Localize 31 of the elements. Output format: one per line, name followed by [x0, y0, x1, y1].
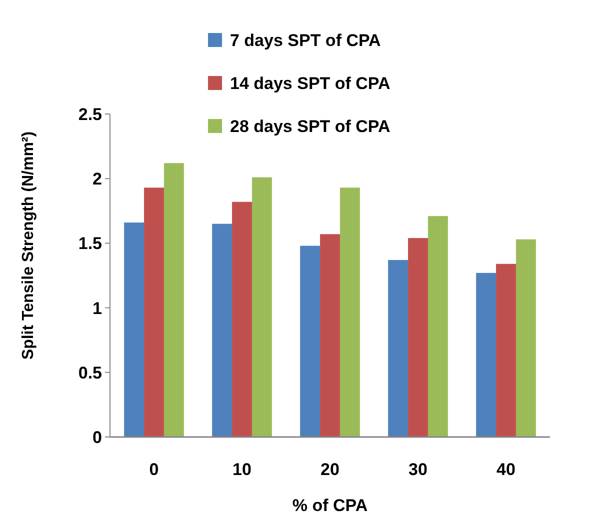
bar: [212, 224, 232, 437]
bar: [232, 202, 252, 437]
bar: [340, 188, 360, 437]
legend-label: 28 days SPT of CPA: [230, 116, 390, 136]
bar: [388, 260, 408, 437]
legend-label: 7 days SPT of CPA: [230, 30, 381, 50]
bar: [428, 216, 448, 437]
y-axis-title: Split Tensile Strength (N/mm²): [20, 131, 37, 360]
bar: [476, 272, 496, 437]
bar: [164, 163, 184, 437]
y-tick-label: 1.5: [78, 234, 102, 254]
y-tick-label: 0: [92, 428, 102, 447]
bar: [144, 188, 164, 437]
x-tick-label: 40: [496, 460, 516, 479]
bar: [516, 239, 536, 437]
bar: [124, 222, 144, 437]
legend-label: 14 days SPT of CPA: [230, 74, 390, 93]
x-tick-label: 10: [232, 460, 252, 479]
bar: [300, 246, 320, 437]
y-tick-label: 2: [92, 170, 102, 189]
y-tick-label: 2.5: [78, 104, 102, 124]
x-axis-title: % of CPA: [292, 496, 368, 515]
bar: [252, 177, 272, 437]
y-tick-label: 1: [92, 298, 102, 318]
y-tick-label: 0.5: [78, 363, 102, 382]
bar: [320, 234, 340, 437]
x-tick-label: 30: [408, 460, 428, 479]
bar: [496, 264, 516, 437]
x-tick-label: 0: [149, 460, 159, 479]
bar: [408, 238, 428, 437]
x-tick-label: 20: [320, 460, 340, 479]
